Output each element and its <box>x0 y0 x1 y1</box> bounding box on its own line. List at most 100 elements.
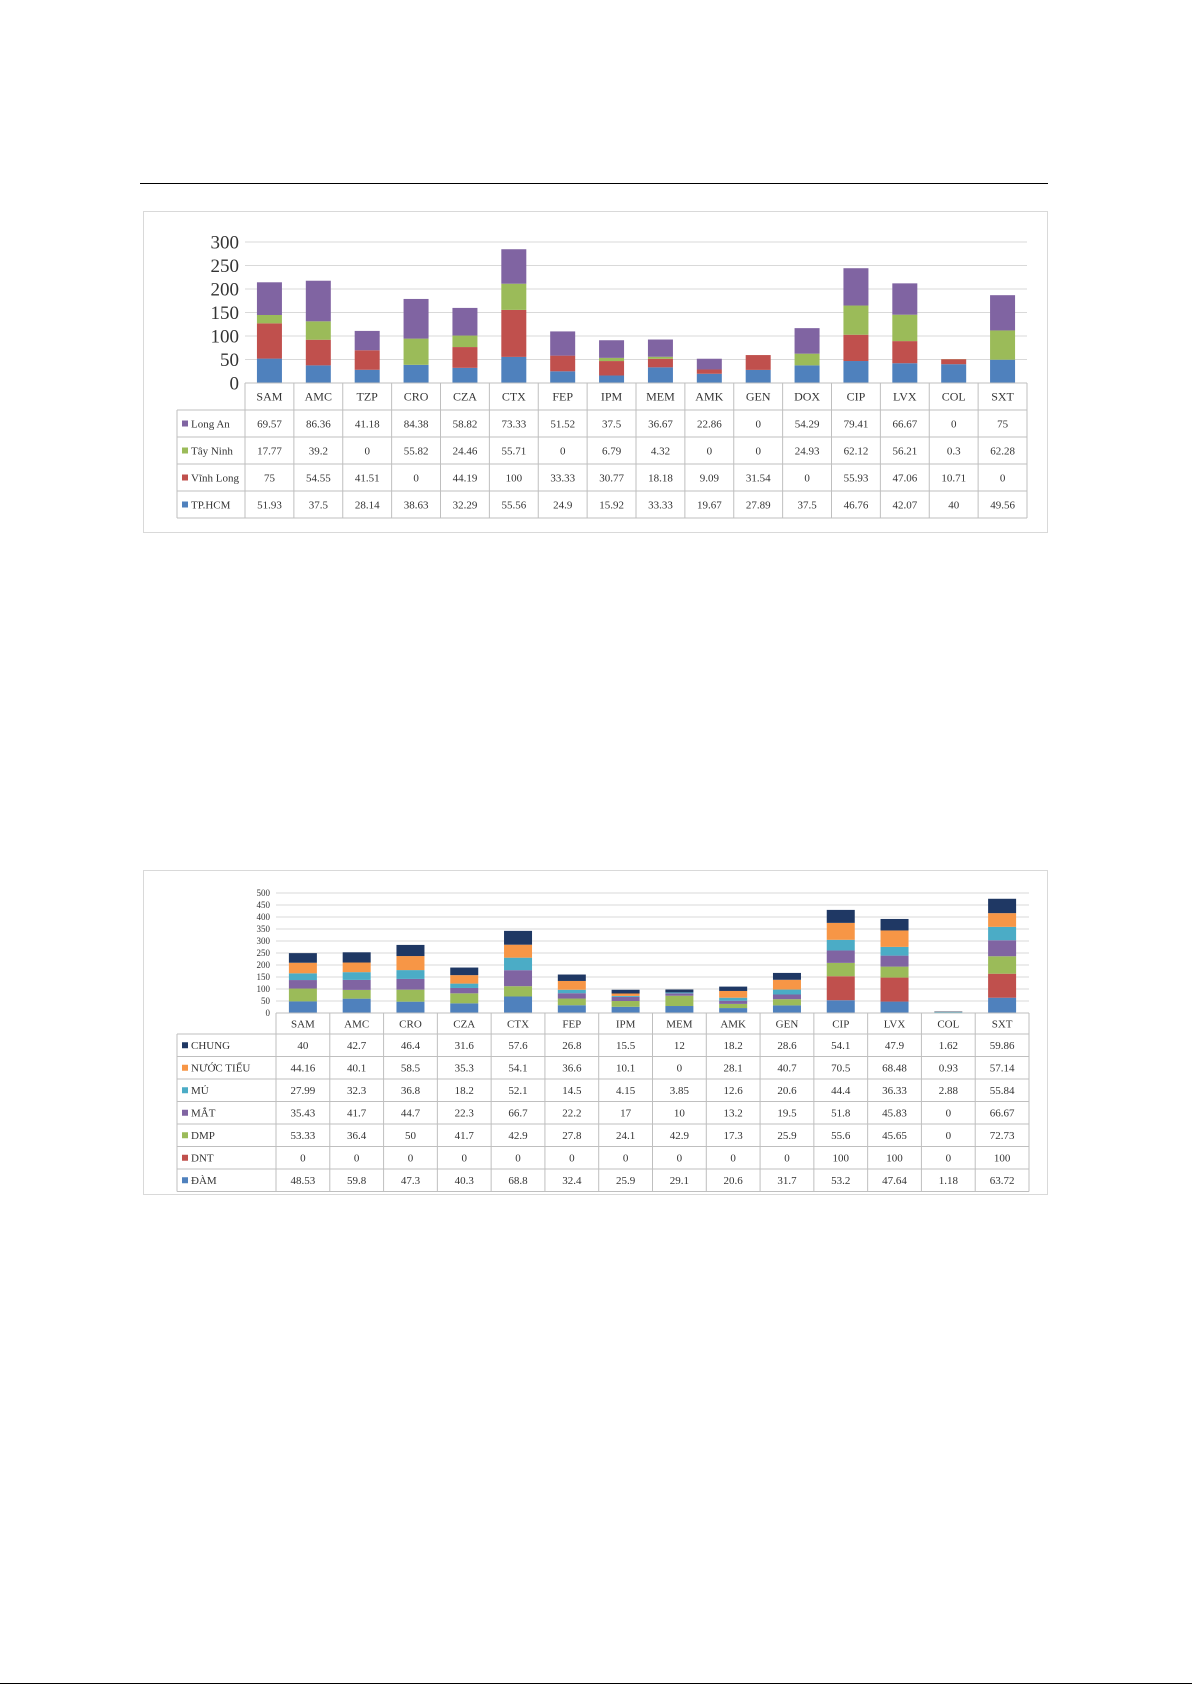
data-label: 54.29 <box>795 418 820 430</box>
data-label: 17.3 <box>724 1130 744 1142</box>
legend-key <box>182 1109 188 1116</box>
data-label: 47.9 <box>885 1040 905 1052</box>
category-label: CZA <box>453 390 477 404</box>
bar-segment <box>665 993 694 996</box>
bar-segment <box>772 994 801 1000</box>
bar-segment <box>288 1001 317 1013</box>
data-label: 29.1 <box>670 1175 689 1187</box>
data-label: 24.46 <box>453 445 478 457</box>
bar-segment <box>256 314 282 324</box>
data-label: 27.8 <box>562 1130 582 1142</box>
category-label: CZA <box>453 1018 475 1030</box>
bar-segment <box>599 361 625 376</box>
data-label: 57.14 <box>990 1063 1015 1075</box>
bar-segment <box>611 1001 640 1007</box>
legend-label: Vĩnh Long <box>191 472 239 484</box>
y-tick-label: 300 <box>257 936 271 946</box>
bar-segment <box>880 955 909 967</box>
data-label: 33.33 <box>648 499 673 511</box>
data-label: 53.33 <box>291 1130 316 1142</box>
bar-segment <box>354 369 380 383</box>
category-label: CIP <box>847 390 866 404</box>
bar-segment <box>843 268 869 306</box>
data-label: 36.4 <box>347 1130 367 1142</box>
data-label: 22.3 <box>455 1108 475 1120</box>
data-label: 6.79 <box>602 445 622 457</box>
bar-segment <box>880 977 909 1002</box>
category-label: CTX <box>502 390 526 404</box>
bar-segment <box>880 930 909 947</box>
legend-label: Long An <box>191 418 230 430</box>
data-label: 0 <box>515 1153 521 1165</box>
data-label: 19.67 <box>697 499 722 511</box>
bar-segment <box>452 307 478 336</box>
data-label: 42.7 <box>347 1040 367 1052</box>
bar-segment <box>501 283 527 310</box>
bar-segment <box>826 976 855 1001</box>
category-label: SXT <box>992 1018 1013 1030</box>
data-label: 3.85 <box>670 1085 690 1097</box>
data-label: 40 <box>297 1040 309 1052</box>
category-label: FEP <box>562 1018 581 1030</box>
bar-segment <box>452 347 478 368</box>
data-label: 58.82 <box>453 418 478 430</box>
bar-segment <box>647 356 673 359</box>
y-tick-label: 150 <box>211 303 240 324</box>
data-label: 14.5 <box>562 1085 582 1097</box>
bar-segment <box>450 983 479 988</box>
data-label: 55.84 <box>990 1085 1015 1097</box>
y-tick-label: 500 <box>257 888 271 898</box>
bar-segment <box>557 989 586 994</box>
bar-segment <box>647 339 673 357</box>
legend-key <box>182 420 188 427</box>
bar-segment <box>256 282 282 315</box>
legend-label: MỦ <box>191 1085 209 1097</box>
data-label: 0.3 <box>947 445 961 457</box>
bar-segment <box>772 989 801 995</box>
data-label: 24.9 <box>553 499 573 511</box>
bar-segment <box>403 298 429 339</box>
data-label: 51.8 <box>831 1108 851 1120</box>
category-label: COL <box>942 390 966 404</box>
data-label: 40.7 <box>777 1063 797 1075</box>
bar-segment <box>934 1012 963 1013</box>
data-label: 39.2 <box>309 445 328 457</box>
bar-segment <box>504 957 533 971</box>
bar-segment <box>647 367 673 383</box>
data-label: 12.6 <box>724 1085 744 1097</box>
data-label: 0 <box>408 1153 414 1165</box>
bar-segment <box>826 939 855 951</box>
data-label: 72.73 <box>990 1130 1015 1142</box>
bar-segment <box>772 1005 801 1013</box>
y-tick-label: 400 <box>257 912 271 922</box>
data-label: 0 <box>755 445 761 457</box>
data-label: 15.92 <box>599 499 624 511</box>
category-label: SXT <box>991 390 1014 404</box>
y-tick-label: 300 <box>211 233 240 254</box>
bar-segment <box>892 341 918 364</box>
data-label: 51.52 <box>550 418 575 430</box>
bar-segment <box>665 995 694 1007</box>
data-label: 30.77 <box>599 472 624 484</box>
data-label: 0 <box>1000 472 1006 484</box>
bar-segment <box>599 375 625 383</box>
data-label: 35.3 <box>455 1063 475 1075</box>
legend-key <box>182 1132 188 1139</box>
bar-segment <box>988 940 1017 957</box>
y-tick-label: 200 <box>257 960 271 970</box>
y-tick-label: 150 <box>257 972 271 982</box>
data-label: 18.2 <box>724 1040 743 1052</box>
data-label: 41.7 <box>455 1130 475 1142</box>
bar-segment <box>557 980 586 990</box>
bar-segment <box>342 989 371 999</box>
data-label: 54.1 <box>831 1040 850 1052</box>
data-label: 18.2 <box>455 1085 474 1097</box>
y-tick-label: 100 <box>211 327 240 348</box>
bar-segment <box>305 365 331 383</box>
data-label: 0 <box>623 1153 629 1165</box>
data-label: 54.55 <box>306 472 331 484</box>
data-label: 44.7 <box>401 1108 421 1120</box>
data-label: 44.19 <box>453 472 478 484</box>
bar-segment <box>305 321 331 340</box>
data-label: 41.51 <box>355 472 380 484</box>
